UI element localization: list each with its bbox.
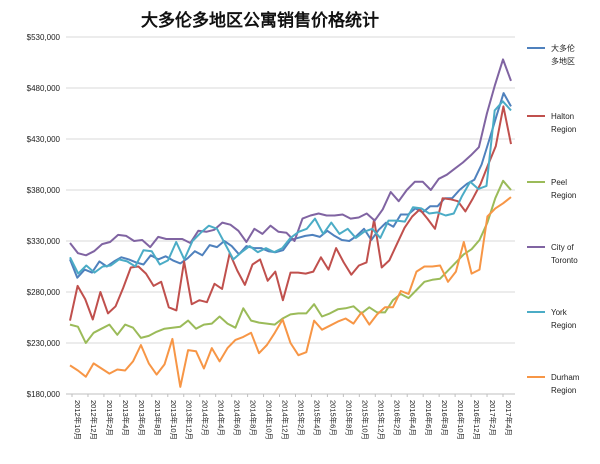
series-line xyxy=(69,100,512,275)
x-tick-label: 2014年2月 xyxy=(201,400,211,436)
series-line xyxy=(69,179,512,344)
x-tick-label: 2014年12月 xyxy=(281,400,291,440)
x-tick-label: 2016年8月 xyxy=(440,400,450,436)
x-tick-label: 2015年2月 xyxy=(296,400,306,436)
y-tick-label: $280,000 xyxy=(27,288,61,297)
y-tick-label: $480,000 xyxy=(27,84,61,93)
legend-entry-label: Toronto xyxy=(551,256,578,265)
x-tick-label: 2016年2月 xyxy=(392,400,402,436)
series-line xyxy=(69,58,512,257)
y-tick-label: $530,000 xyxy=(27,33,61,42)
x-tick-label: 2016年4月 xyxy=(408,400,418,436)
y-tick-label: $430,000 xyxy=(27,135,61,144)
x-tick-label: 2015年6月 xyxy=(328,400,338,436)
x-tick-label: 2017年2月 xyxy=(488,400,498,436)
legend-entry-label: Durham xyxy=(551,373,580,382)
series-line xyxy=(69,92,512,279)
series-line xyxy=(69,105,512,321)
x-tick-label: 2014年4月 xyxy=(217,400,227,436)
legend-entry-label: Region xyxy=(551,191,576,200)
x-tick-label: 2014年6月 xyxy=(233,400,243,436)
x-tick-label: 2016年12月 xyxy=(472,400,482,440)
x-tick-label: 2013年4月 xyxy=(121,400,131,436)
y-tick-label: $330,000 xyxy=(27,237,61,246)
legend-entry-label: York xyxy=(551,308,568,317)
x-tick-label: 2017年4月 xyxy=(504,400,514,436)
x-tick-label: 2014年10月 xyxy=(265,400,275,440)
x-tick-label: 2015年4月 xyxy=(312,400,322,436)
legend: 大多伦多地区 Halton Region Peel Region City of Toron… xyxy=(527,43,580,395)
y-tick-label: $180,000 xyxy=(27,390,61,399)
legend-entry-label: 多地区 xyxy=(551,56,575,66)
x-tick-label: 2015年10月 xyxy=(360,400,370,440)
legend-entry-label: Region xyxy=(551,125,576,134)
x-tick-label: 2013年8月 xyxy=(153,400,163,436)
x-tick-label: 2013年12月 xyxy=(185,400,195,440)
legend-entry-label: City of xyxy=(551,243,574,252)
x-tick-label: 2013年2月 xyxy=(105,400,115,436)
legend-entry-label: Halton xyxy=(551,112,574,121)
legend-entry-label: Peel xyxy=(551,178,567,187)
y-tick-label: $380,000 xyxy=(27,186,61,195)
series-lines xyxy=(69,58,512,388)
x-tick-label: 2014年8月 xyxy=(249,400,259,436)
legend-entry-label: Region xyxy=(551,386,576,395)
series-line xyxy=(69,196,512,388)
x-tick-label: 2012年12月 xyxy=(89,400,99,440)
x-tick-label: 2015年8月 xyxy=(344,400,354,436)
x-tick-label: 2013年10月 xyxy=(169,400,179,440)
y-tick-label: $230,000 xyxy=(27,339,61,348)
chart-title: 大多伦多地区公寓销售价格统计 xyxy=(141,11,379,30)
y-axis: $180,000 $230,000 $280,000 $330,000 $380,000… xyxy=(27,33,61,399)
legend-entry-label: Region xyxy=(551,321,576,330)
x-tick-label: 2016年6月 xyxy=(424,400,434,436)
x-tick-label: 2013年6月 xyxy=(137,400,147,436)
x-axis: 2012年10月 2012年12月 2013年2月 2013年4月 2013年6月 201… xyxy=(71,394,514,440)
legend-entry-label: 大多伦 xyxy=(551,43,575,53)
x-tick-label: 2015年12月 xyxy=(376,400,386,440)
x-tick-label: 2012年10月 xyxy=(73,400,83,440)
x-tick-label: 2016年10月 xyxy=(456,400,466,440)
